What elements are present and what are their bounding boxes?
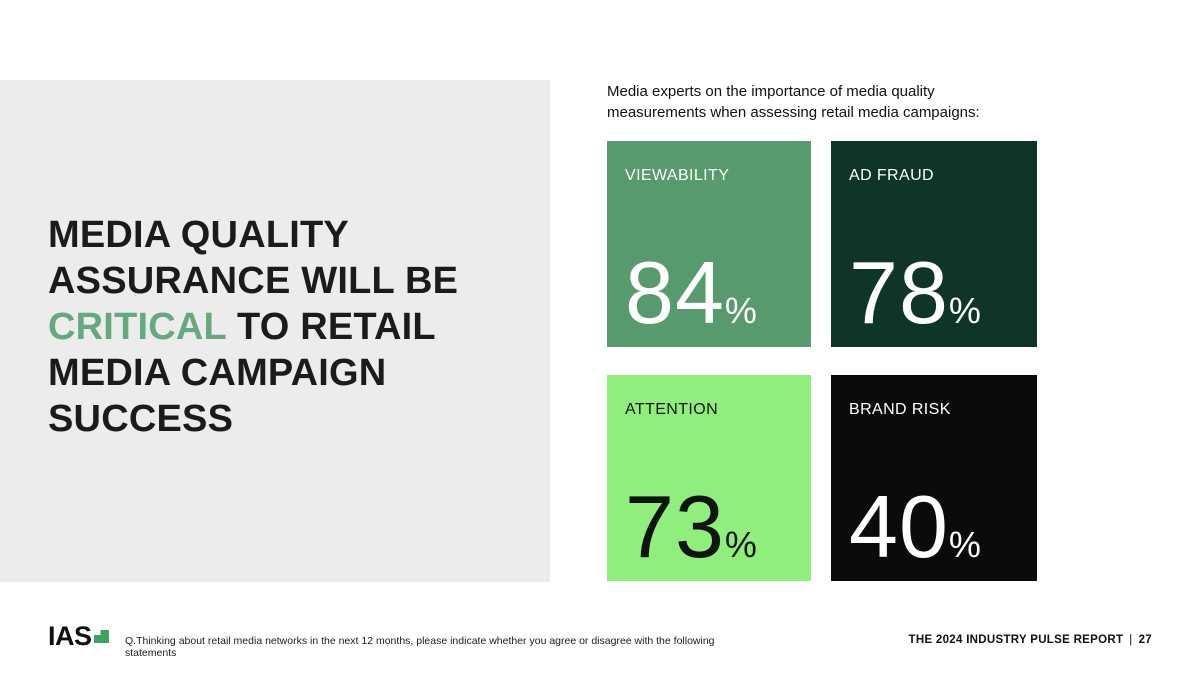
- report-line: THE 2024 INDUSTRY PULSE REPORT | 27: [909, 634, 1152, 646]
- stat-cards-grid: VIEWABILITY 84% AD FRAUD 78% ATTENTION 7…: [607, 141, 1037, 581]
- report-separator: |: [1129, 634, 1133, 646]
- headline-highlight: CRITICAL: [48, 306, 227, 348]
- intro-text: Media experts on the importance of media…: [607, 83, 980, 121]
- stat-card-value: 73: [625, 476, 725, 576]
- stat-card-attention: ATTENTION 73%: [607, 375, 811, 581]
- headline: MEDIA QUALITY ASSURANCE WILL BE CRITICAL…: [48, 212, 478, 442]
- stat-card-value: 84: [625, 242, 725, 342]
- stat-card-value-row: 40%: [849, 482, 1017, 570]
- stat-card-value: 78: [849, 242, 949, 342]
- stat-card-viewability: VIEWABILITY 84%: [607, 141, 811, 347]
- ias-logo: IAS: [48, 623, 109, 650]
- footer: IAS Q.Thinking about retail media networ…: [0, 613, 1200, 675]
- stat-card-value-row: 78%: [849, 248, 1017, 336]
- stat-card-value-row: 84%: [625, 248, 791, 336]
- stat-card-unit: %: [724, 289, 757, 331]
- stat-card-label: VIEWABILITY: [625, 167, 730, 184]
- page-number: 27: [1138, 634, 1152, 646]
- stat-card-value: 40: [849, 476, 949, 576]
- report-title: THE 2024 INDUSTRY PULSE REPORT: [908, 634, 1124, 646]
- ias-logo-mark-icon: [93, 630, 109, 648]
- stat-card-unit: %: [948, 289, 981, 331]
- footnote: Q.Thinking about retail media networks i…: [125, 635, 715, 659]
- stat-card-unit: %: [724, 523, 757, 565]
- headline-pre: MEDIA QUALITY ASSURANCE WILL BE: [48, 214, 459, 302]
- ias-logo-text: IAS: [48, 621, 92, 651]
- stat-card-unit: %: [948, 523, 981, 565]
- stat-card-label: BRAND RISK: [849, 401, 951, 418]
- stat-card-label: ATTENTION: [625, 401, 719, 418]
- stat-card-label: AD FRAUD: [849, 167, 934, 184]
- stat-card-value-row: 73%: [625, 482, 791, 570]
- stat-card-ad-fraud: AD FRAUD 78%: [831, 141, 1037, 347]
- stat-card-brand-risk: BRAND RISK 40%: [831, 375, 1037, 581]
- left-panel: MEDIA QUALITY ASSURANCE WILL BE CRITICAL…: [0, 80, 550, 582]
- headline-post: TO RETAIL MEDIA CAMPAIGN SUCCESS: [48, 306, 436, 440]
